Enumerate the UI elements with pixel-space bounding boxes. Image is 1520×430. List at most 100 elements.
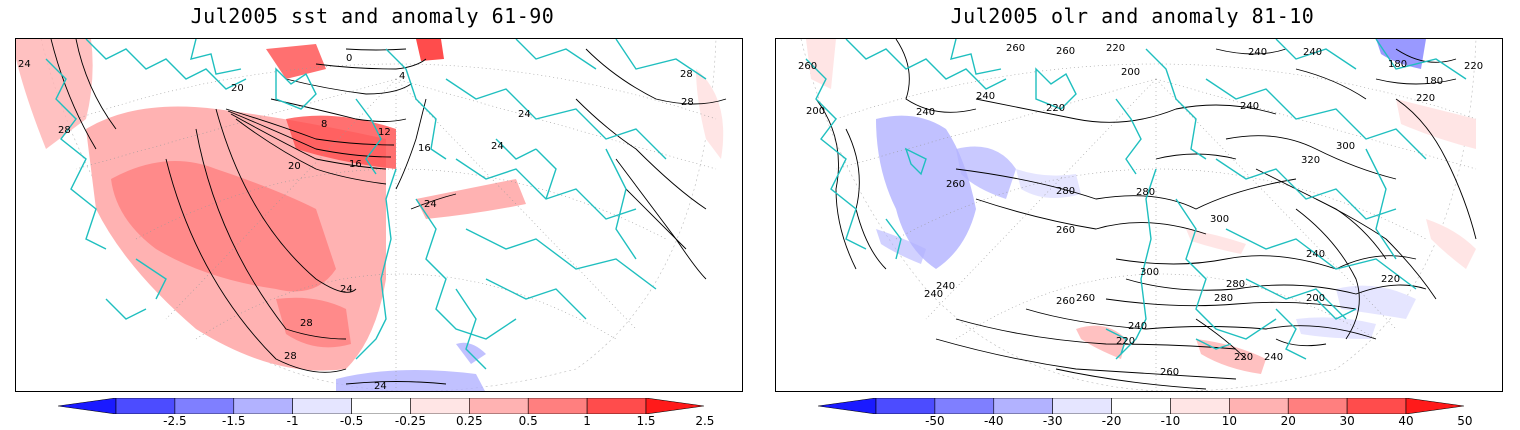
contour-label: 240 (1248, 47, 1267, 58)
sst-colorbar-bar (58, 398, 704, 414)
contour-label: 260 (1160, 367, 1179, 378)
contour-label: 240 (1306, 249, 1325, 260)
sst-colorbar-label: -2.5 (163, 414, 187, 428)
contour-label: 260 (1076, 293, 1095, 304)
contour-label: 8 (321, 119, 327, 130)
olr-title: Jul2005 olr and anomaly 81-10 (950, 4, 1315, 28)
sst-colorbar-box (469, 398, 529, 414)
olr-colorbar-label: -20 (1101, 414, 1122, 428)
contour-label: 280 (1214, 293, 1233, 304)
contour-label: 28 (681, 97, 694, 108)
sst-colorbar-box (115, 398, 176, 414)
sst-map-svg: 24 28 20 8 12 16 4 0 24 28 24 16 24 20 2… (16, 39, 727, 392)
contour-label: 0 (346, 53, 352, 64)
olr-colorbar-label: 50 (1457, 414, 1473, 428)
contour-label: 24 (374, 381, 387, 392)
sst-colorbar-box (586, 398, 647, 414)
olr-coastlines (805, 39, 1467, 360)
contour-label: 300 (1140, 267, 1159, 278)
olr-colorbar-label: -30 (1042, 414, 1063, 428)
sst-colorbar-label: 2.5 (695, 414, 715, 428)
sst-colorbar-low-triangle (58, 398, 117, 414)
contour-label: 220 (1116, 336, 1135, 347)
contour-label: 260 (946, 179, 965, 190)
contour-label: 28 (680, 69, 693, 80)
contour-label: 24 (424, 199, 437, 210)
sst-colorbar: -2.5 -1.5 -1 -0.5 -0.25 0.25 0.5 1 1.5 2.5 (58, 398, 714, 428)
contour-label: 28 (58, 125, 71, 136)
contour-label: 280 (1226, 279, 1245, 290)
contour-label: 240 (1264, 352, 1283, 363)
sst-colorbar-label: -1 (286, 414, 299, 428)
contour-label: 24 (518, 109, 531, 120)
sst-coastlines (45, 39, 707, 370)
contour-label: 4 (399, 71, 405, 82)
contour-label: 200 (1306, 293, 1325, 304)
olr-colorbar-label: 40 (1398, 414, 1414, 428)
contour-label: 20 (231, 83, 244, 94)
olr-contour-labels: 260 260 220 240 240 180 180 220 220 200 … (798, 43, 1483, 378)
olr-colorbar-label: 30 (1339, 414, 1355, 428)
olr-colorbar-box (993, 398, 1053, 414)
contour-label: 280 (1136, 187, 1155, 198)
olr-map-svg: 260 260 220 240 240 180 180 220 220 200 … (798, 39, 1483, 391)
olr-panel: Jul2005 olr and anomaly 81-10 (760, 0, 1505, 430)
contour-label: 240 (936, 281, 955, 292)
contour-label: 200 (1121, 67, 1140, 78)
contour-label: 260 (1056, 296, 1075, 307)
olr-colorbar-box (1170, 398, 1230, 414)
olr-colorbar-box (875, 398, 936, 414)
contour-label: 240 (924, 289, 943, 300)
sst-colorbar-box (174, 398, 235, 414)
contour-label: 220 (1464, 61, 1483, 72)
olr-colorbar-bar (818, 398, 1464, 414)
contour-label: 16 (349, 159, 362, 170)
sst-graticule (75, 63, 717, 391)
olr-colorbar-label: 10 (1221, 414, 1237, 428)
contour-label: 260 (1056, 225, 1075, 236)
sst-colorbar-label: 1.5 (636, 414, 656, 428)
contour-label: 260 (1006, 43, 1025, 54)
olr-colorbar-label: -40 (983, 414, 1004, 428)
olr-colorbar-label: -50 (925, 414, 945, 428)
contour-label: 280 (1056, 186, 1075, 197)
contour-label: 220 (1106, 43, 1125, 54)
contour-label: 220 (1234, 352, 1253, 363)
sst-colorbar-box (233, 398, 293, 414)
sst-colorbar-label: 0.25 (455, 414, 483, 428)
sst-colorbar-label: 1 (583, 414, 591, 428)
contour-label: 28 (284, 351, 297, 362)
contour-label: 260 (798, 61, 817, 72)
sst-colorbar-box (292, 398, 352, 414)
contour-label: 220 (1416, 93, 1435, 104)
contour-label: 240 (1128, 321, 1147, 332)
olr-colorbar-box (1287, 398, 1348, 414)
contour-label: 240 (1240, 101, 1259, 112)
contour-label: 28 (300, 318, 313, 329)
olr-colorbar-label: -10 (1160, 414, 1181, 428)
sst-colorbar-label: -1.5 (222, 414, 246, 428)
olr-colorbar-label: 20 (1280, 414, 1296, 428)
olr-colorbar: -50 -40 -30 -20 -10 10 20 30 40 50 (818, 398, 1473, 428)
sst-anomaly-shading (16, 39, 724, 391)
contour-label: 240 (976, 91, 995, 102)
olr-colorbar-low-triangle (818, 398, 877, 414)
contour-label: 16 (418, 143, 431, 154)
contour-label: 320 (1301, 155, 1320, 166)
contour-label: 240 (1303, 47, 1322, 58)
sst-contours (50, 39, 727, 385)
contour-label: 180 (1388, 59, 1407, 70)
olr-colorbar-box (1111, 398, 1171, 414)
contour-label: 300 (1336, 141, 1355, 152)
olr-colorbar-box (1229, 398, 1289, 414)
contour-label: 24 (491, 141, 504, 152)
sst-title: Jul2005 sst and anomaly 61-90 (190, 4, 555, 28)
contour-label: 200 (806, 106, 825, 117)
sst-map: 24 28 20 8 12 16 4 0 24 28 24 16 24 20 2… (15, 38, 743, 392)
contour-label: 260 (1056, 46, 1075, 57)
sst-panel: Jul2005 sst and anomaly 61-90 (0, 0, 745, 430)
contour-label: 20 (288, 161, 301, 172)
sst-colorbar-box (410, 398, 470, 414)
olr-contours (815, 39, 1477, 390)
olr-colorbar-high-triangle (1405, 398, 1464, 414)
